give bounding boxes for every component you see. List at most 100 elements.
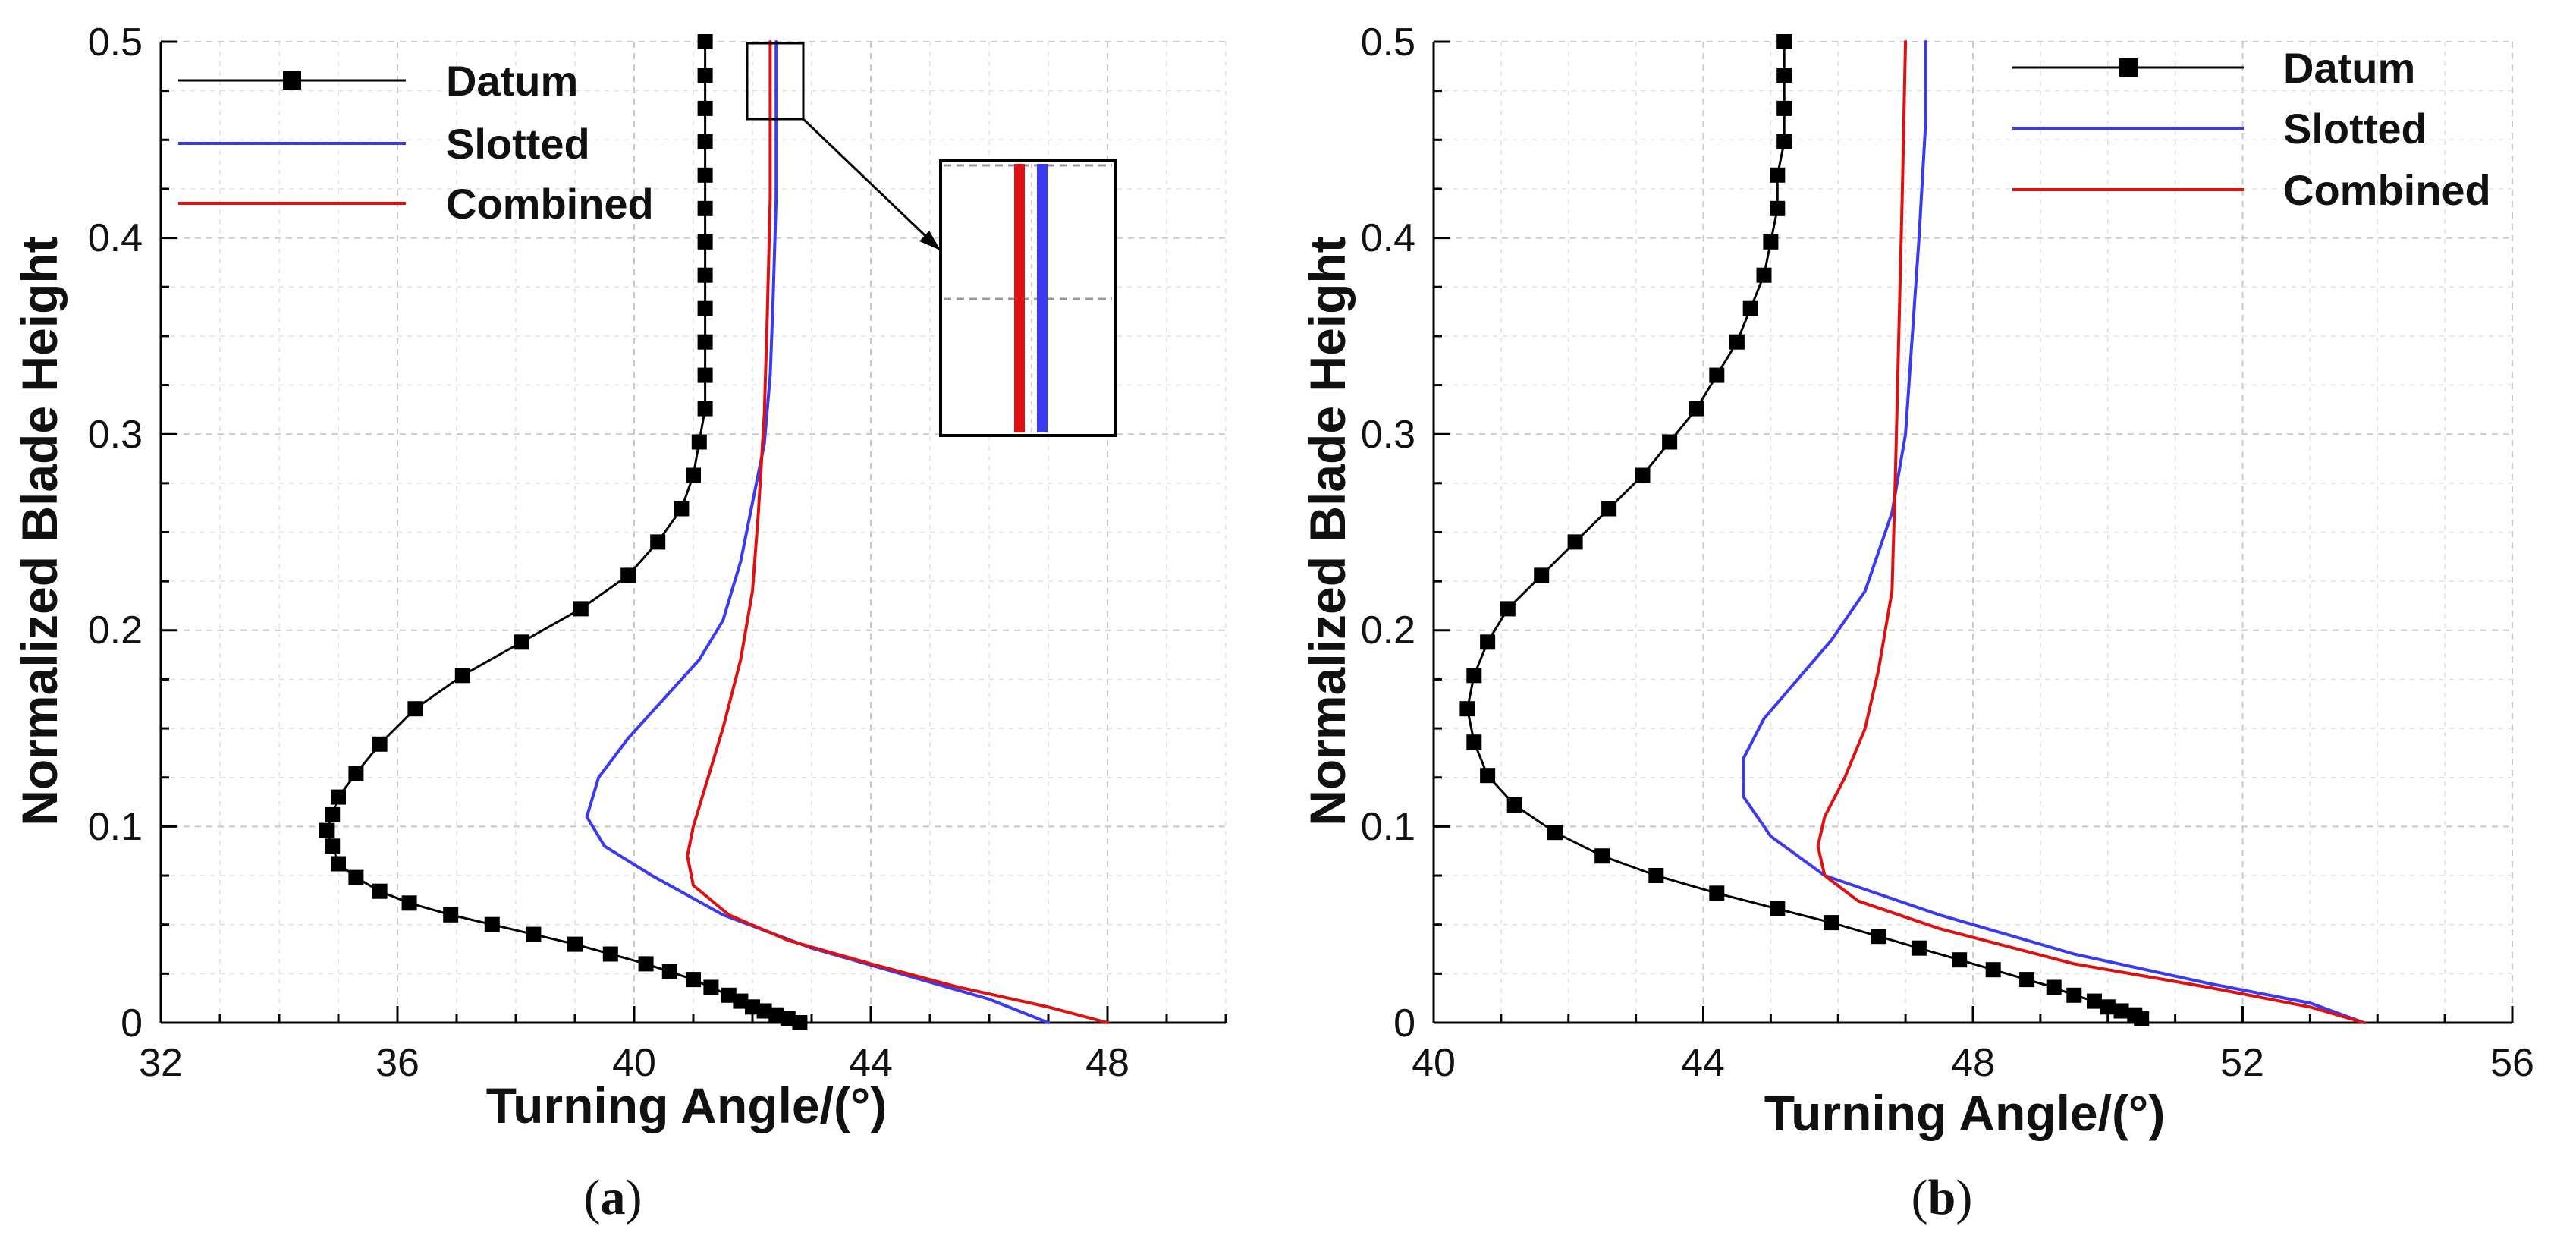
datum-point-a (348, 766, 364, 781)
y-tick-label-b: 0 (1393, 1001, 1415, 1045)
datum-point-a (325, 806, 341, 822)
datum-point-b (1770, 901, 1786, 916)
datum-point-b (1689, 401, 1704, 417)
datum-point-b (1729, 334, 1745, 350)
datum-point-a (697, 234, 713, 250)
y-tick-label-a: 0.1 (88, 805, 143, 849)
y-tick-label-a: 0.4 (88, 216, 143, 260)
datum-point-b (1776, 134, 1792, 149)
datum-point-a (638, 956, 654, 972)
datum-point-a (697, 401, 713, 417)
datum-point-a (780, 1011, 796, 1026)
datum-point-a (691, 434, 707, 450)
datum-point-b (1662, 434, 1678, 450)
series-b (1459, 34, 2366, 1026)
series-combined-a (686, 40, 1109, 1024)
panel-label-a: (a) (584, 1170, 642, 1225)
datum-point-a (331, 789, 346, 805)
datum-point-b (1742, 300, 1758, 316)
datum-point-a (674, 501, 690, 517)
datum-point-b (2019, 972, 2035, 988)
datum-point-a (348, 869, 364, 885)
datum-point-a (697, 267, 713, 283)
datum-point-b (1763, 234, 1779, 250)
datum-point-a (697, 134, 713, 149)
x-axis-title-a: Turning Angle/(°) (486, 1077, 887, 1133)
series-a (319, 34, 1109, 1030)
datum-point-a (686, 467, 701, 483)
datum-point-a (697, 334, 713, 350)
datum-point-b (2113, 1003, 2129, 1019)
datum-point-b (1871, 929, 1886, 945)
y-tick-label-b: 0.5 (1361, 20, 1415, 64)
panel-a: 32 36 40 44 48 0 0.1 0.2 0.3 0.4 0.5 Tur… (11, 20, 1227, 1225)
datum-point-a (697, 200, 713, 216)
datum-point-a (319, 822, 335, 838)
datum-point-b (1824, 915, 1839, 931)
datum-point-a (602, 946, 618, 962)
datum-point-a (768, 1007, 784, 1023)
legend-label-slotted-a: Slotted (446, 120, 590, 168)
x-tick-label-b: 40 (1412, 1041, 1456, 1085)
x-tick-label-a: 40 (612, 1041, 656, 1085)
datum-point-b (1547, 825, 1563, 841)
legend-label-datum-a: Datum (446, 57, 578, 105)
datum-point-b (2100, 999, 2116, 1015)
datum-point-a (697, 167, 713, 183)
datum-point-b (1709, 367, 1725, 383)
legend-label-datum-b: Datum (2283, 44, 2415, 92)
datum-point-a (733, 993, 749, 1009)
y-tick-label-b: 0.4 (1361, 216, 1415, 260)
datum-point-a (573, 601, 589, 617)
datum-point-b (2127, 1007, 2143, 1023)
inset-combined-line (1014, 164, 1025, 432)
datum-point-b (1648, 868, 1664, 883)
y-tick-label-a: 0 (121, 1001, 143, 1045)
x-tick-label-a: 36 (375, 1041, 419, 1085)
datum-point-b (1776, 68, 1792, 83)
x-tick-label-b: 48 (1951, 1041, 1995, 1085)
datum-point-b (1911, 940, 1927, 956)
datum-point-a (703, 979, 719, 995)
datum-point-a (407, 701, 423, 717)
datum-point-b (1952, 952, 1968, 968)
datum-point-b (1567, 534, 1583, 550)
datum-point-b (1506, 797, 1522, 813)
datum-point-a (484, 916, 500, 932)
x-tick-label-a: 44 (849, 1041, 893, 1085)
panel-b: 40 44 48 52 56 0 0.1 0.2 0.3 0.4 0.5 Tur… (1299, 20, 2534, 1225)
zoom-arrow-head (919, 231, 941, 250)
datum-point-b (2046, 979, 2062, 995)
datum-point-a (697, 367, 713, 383)
datum-point-b (1534, 567, 1550, 583)
datum-point-a (620, 567, 636, 583)
legend-label-combined-b: Combined (2283, 166, 2491, 214)
inset-slotted-line (1037, 164, 1048, 432)
datum-point-a (372, 736, 388, 752)
datum-point-a (661, 964, 677, 979)
legend-b: Datum Slotted Combined (2012, 44, 2491, 214)
datum-point-a (650, 534, 666, 550)
legend-label-slotted-b: Slotted (2283, 105, 2427, 152)
datum-point-a (401, 895, 417, 911)
datum-point-a (331, 856, 346, 872)
x-tick-label-b: 52 (2220, 1041, 2264, 1085)
datum-point-b (1776, 100, 1792, 116)
datum-point-a (697, 300, 713, 316)
datum-point-b (2066, 987, 2082, 1003)
datum-point-b (1985, 962, 2001, 978)
datum-point-b (1466, 668, 1482, 684)
x-axis-title-b: Turning Angle/(°) (1764, 1085, 2166, 1141)
datum-point-b (1770, 200, 1786, 216)
datum-point-b (1709, 885, 1725, 901)
y-tick-label-a: 0.3 (88, 413, 143, 457)
x-tick-label-b: 56 (2490, 1041, 2534, 1085)
legend-a: Datum Slotted Combined (178, 57, 654, 228)
datum-point-b (1776, 34, 1792, 49)
legend-label-combined-a: Combined (446, 180, 654, 228)
datum-point-b (1770, 167, 1786, 183)
y-axis-title-a: Normalized Blade Height (11, 236, 68, 825)
datum-point-b (2087, 993, 2102, 1009)
datum-point-a (756, 1003, 772, 1019)
